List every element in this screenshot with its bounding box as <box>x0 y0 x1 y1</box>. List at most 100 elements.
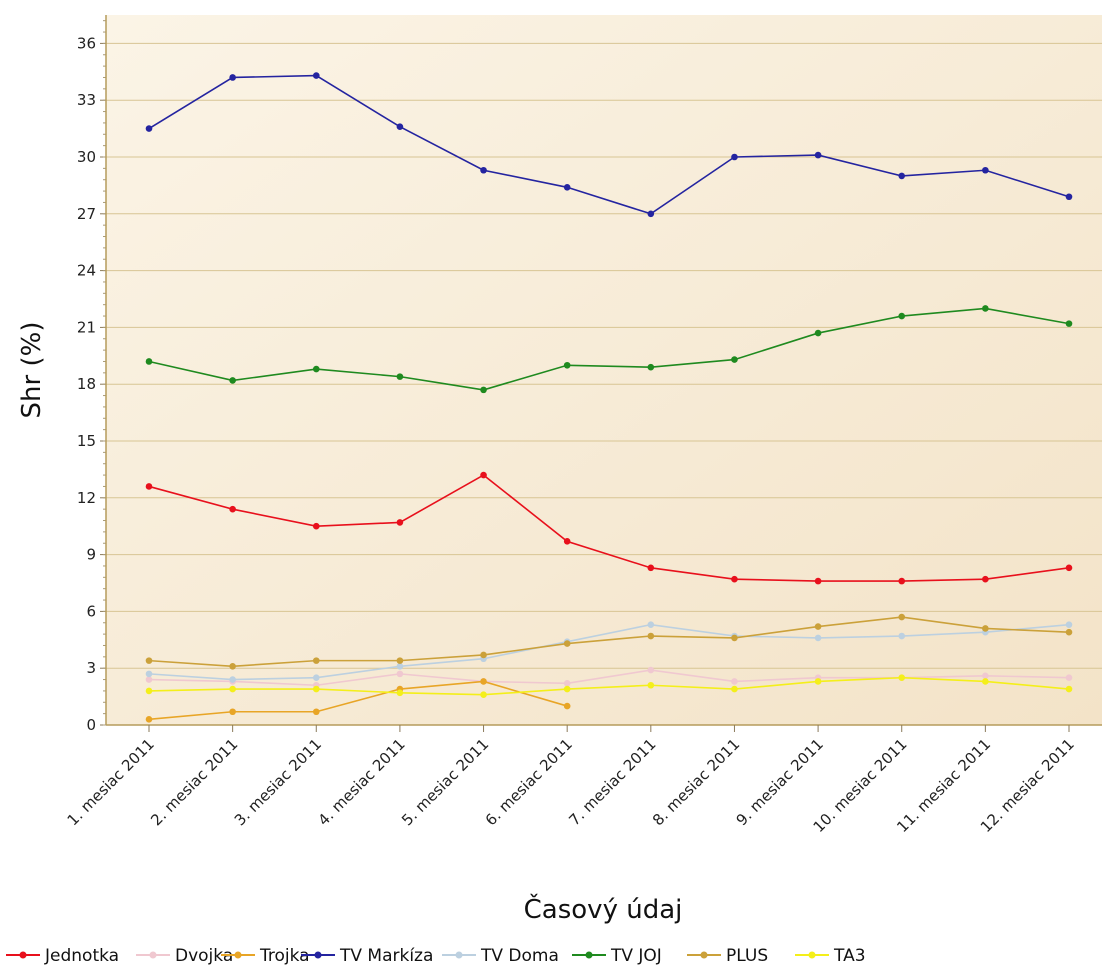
data-point <box>982 575 989 583</box>
x-axis-title: Časový údaj <box>524 893 683 925</box>
series-line <box>148 623 1070 681</box>
series-line <box>148 669 1070 687</box>
series-tv-joj <box>145 305 1073 394</box>
data-point <box>229 685 236 693</box>
data-point <box>731 356 738 363</box>
x-tick-label: 9. mesiac 2011 <box>733 735 827 829</box>
grid-lines <box>106 42 1102 669</box>
legend-swatch-marker <box>149 951 157 959</box>
data-point <box>145 676 153 683</box>
data-point <box>982 672 989 680</box>
data-point <box>396 519 404 526</box>
y-tick-label: 6 <box>86 602 96 620</box>
data-point <box>647 363 655 371</box>
data-point <box>647 564 655 572</box>
legend-swatch-marker <box>700 951 708 959</box>
legend-label: TV Doma <box>480 946 559 966</box>
data-point <box>145 358 153 365</box>
data-point <box>731 634 738 642</box>
series-ta3 <box>145 674 1073 699</box>
data-point <box>396 670 404 678</box>
legend-item-tv-doma: TV Doma <box>442 946 559 966</box>
x-tick-label: 12. mesiac 2011 <box>977 735 1078 836</box>
y-tick-label: 21 <box>77 318 96 336</box>
legend-label: Jednotka <box>44 946 119 966</box>
data-point <box>647 632 655 640</box>
x-tick-label: 6. mesiac 2011 <box>482 735 576 829</box>
data-point <box>312 365 320 373</box>
data-point <box>480 678 487 685</box>
y-tick-label: 12 <box>77 489 96 507</box>
legend-swatch-marker <box>234 951 242 959</box>
data-point <box>898 613 906 621</box>
x-tick-label: 3. mesiac 2011 <box>231 735 325 829</box>
y-axis-title: Shr (%) <box>17 322 47 419</box>
y-tick-label: 33 <box>77 91 96 109</box>
data-point <box>731 678 738 685</box>
data-point <box>1065 685 1073 693</box>
data-point <box>647 681 655 689</box>
series-lines <box>145 72 1073 723</box>
y-tick-label: 36 <box>77 34 96 52</box>
x-tick-label: 5. mesiac 2011 <box>398 735 492 829</box>
legend-label: Dvojka <box>175 946 233 966</box>
data-point <box>563 685 571 693</box>
legend-swatch-marker <box>314 951 322 959</box>
data-point <box>312 708 320 716</box>
data-point <box>647 621 655 628</box>
series-line <box>148 680 568 721</box>
y-tick-label: 30 <box>77 148 96 166</box>
data-point <box>145 483 153 490</box>
data-point <box>480 691 487 699</box>
data-point <box>647 210 655 218</box>
series-line <box>148 676 1070 696</box>
y-tick-label: 27 <box>77 205 96 223</box>
data-point <box>814 329 822 337</box>
data-point <box>396 663 404 670</box>
legend-item-plus: PLUS <box>687 946 768 966</box>
data-point <box>312 522 320 530</box>
data-point <box>814 577 822 585</box>
legend-item-tv-joj: TV JOJ <box>572 946 662 966</box>
data-point <box>229 676 236 683</box>
x-tick-label: 7. mesiac 2011 <box>565 735 659 829</box>
series-tv-markíza <box>145 72 1073 218</box>
data-point <box>312 685 320 693</box>
x-tick-label: 8. mesiac 2011 <box>649 735 743 829</box>
data-point <box>1065 621 1073 628</box>
legend-item-dvojka: Dvojka <box>136 946 233 966</box>
axes <box>100 15 1102 732</box>
data-point <box>731 575 738 583</box>
series-line <box>148 474 1070 582</box>
data-point <box>1065 564 1073 572</box>
data-point <box>145 670 153 678</box>
data-point <box>898 632 906 640</box>
legend-label: Trojka <box>259 946 310 966</box>
data-point <box>982 625 989 632</box>
data-point <box>982 166 989 174</box>
legend-item-tv-markíza: TV Markíza <box>301 946 433 966</box>
data-point <box>1065 674 1073 681</box>
data-point <box>145 716 153 723</box>
data-point <box>563 183 571 191</box>
data-point <box>731 153 738 161</box>
data-point <box>229 74 236 81</box>
data-point <box>480 651 487 659</box>
data-point <box>563 640 571 647</box>
data-point <box>814 623 822 630</box>
data-point <box>647 666 655 674</box>
data-point <box>396 657 404 664</box>
data-point <box>480 386 487 394</box>
series-line <box>148 74 1070 215</box>
data-point <box>312 72 320 79</box>
data-point <box>229 663 236 670</box>
series-line <box>148 307 1070 391</box>
data-point <box>396 689 404 697</box>
y-tick-label: 15 <box>77 432 96 450</box>
data-point <box>480 166 487 174</box>
y-tick-label: 3 <box>86 659 96 677</box>
data-point <box>814 151 822 159</box>
